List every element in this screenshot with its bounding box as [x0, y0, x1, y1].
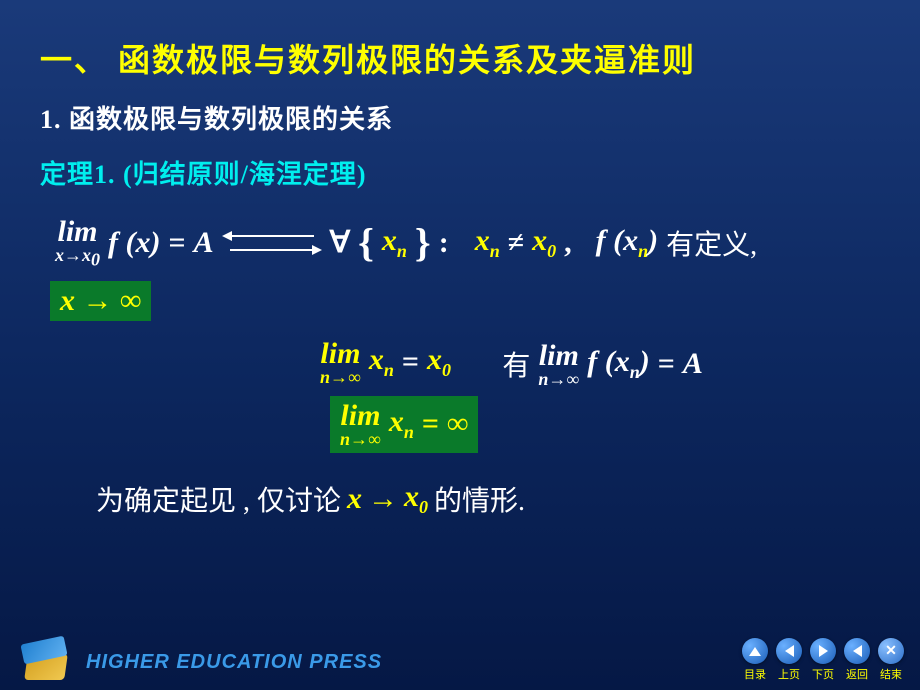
subsection-title: 1. 函数极限与数列极限的关系	[40, 99, 880, 136]
footer: HIGHER EDUCATION PRESS 目录 上页 下页 返回 ✕ 结束	[0, 634, 920, 690]
nav-toc-button[interactable]: 目录	[742, 638, 768, 682]
nav-buttons: 目录 上页 下页 返回 ✕ 结束	[742, 638, 904, 682]
A2: A	[683, 347, 703, 381]
x0-3: x0	[404, 480, 428, 518]
you-text: 有	[502, 344, 530, 384]
xn: xn	[382, 224, 407, 262]
x0-2: x0	[427, 343, 451, 381]
xn4: xn	[389, 405, 414, 443]
limit-operator-2: lim n→∞	[320, 337, 361, 388]
xn3: xn	[369, 343, 394, 381]
section-title: 一、 函数极限与数列极限的关系及夹逼准则	[40, 35, 880, 81]
formula-row-2: x → ∞	[40, 279, 880, 321]
publisher-name: HIGHER EDUCATION PRESS	[86, 651, 382, 674]
lim-subscript: n→∞	[320, 367, 361, 388]
highlight-box-2: lim n→∞ xn = ∞	[330, 396, 478, 453]
lim-text: lim	[320, 337, 360, 371]
nav-next-button[interactable]: 下页	[810, 638, 836, 682]
fxn2: f (xn)	[587, 345, 650, 383]
infinity: ∞	[447, 407, 468, 441]
defined-text: 有定义,	[666, 223, 757, 263]
lim-subscript: n→∞	[340, 429, 381, 450]
formula-row-1: lim x→x0 f (x) = A ∀ { xn } : xn ≠ x0 , …	[55, 215, 880, 271]
equals: =	[402, 345, 419, 379]
limit-operator: lim x→x0	[55, 215, 100, 271]
x0: x0	[532, 224, 556, 262]
nav-label: 返回	[846, 666, 868, 682]
nav-prev-button[interactable]: 上页	[776, 638, 802, 682]
colon: :	[439, 226, 449, 260]
nav-end-button[interactable]: ✕ 结束	[878, 638, 904, 682]
iff-arrow-icon	[222, 231, 322, 255]
limit-operator-3: lim n→∞	[340, 399, 381, 450]
limit-operator-4: lim n→∞	[538, 339, 579, 390]
close-icon: ✕	[878, 638, 904, 664]
note-pre: 为确定起见 , 仅讨论	[96, 479, 341, 519]
lim-text: lim	[340, 399, 380, 433]
lim-subscript: n→∞	[538, 369, 579, 390]
equals: =	[658, 347, 675, 381]
fxn: f (xn)	[596, 224, 659, 262]
publisher-logo-icon	[18, 638, 78, 686]
xn2: xn	[475, 224, 500, 262]
brace-left: {	[358, 219, 374, 266]
nav-label: 上页	[778, 666, 800, 682]
not-equal: ≠	[508, 226, 524, 260]
comma: ,	[564, 226, 572, 260]
brace-right: }	[415, 219, 431, 266]
back-icon	[844, 638, 870, 664]
nav-label: 下页	[812, 666, 834, 682]
x-to-inf: x → ∞	[60, 284, 141, 317]
arrow: →	[368, 482, 398, 516]
nav-label: 目录	[744, 666, 766, 682]
equals: =	[168, 226, 185, 260]
prev-icon	[776, 638, 802, 664]
next-icon	[810, 638, 836, 664]
lim-text: lim	[539, 339, 579, 373]
nav-back-button[interactable]: 返回	[844, 638, 870, 682]
formula-row-3: lim n→∞ xn = x0 lim n→∞ xn = ∞ 有 lim n→∞…	[320, 337, 880, 453]
toc-icon	[742, 638, 768, 664]
A: A	[194, 226, 214, 260]
fx: f (x)	[108, 226, 160, 260]
highlight-box-1: x → ∞	[50, 281, 151, 321]
formula-row-4: 为确定起见 , 仅讨论 x → x0 的情形.	[96, 479, 880, 519]
nav-label: 结束	[880, 666, 902, 682]
note-post: 的情形.	[434, 479, 525, 519]
lim-text: lim	[57, 215, 97, 249]
forall: ∀	[330, 225, 351, 260]
equals: =	[422, 407, 439, 441]
theorem-label: 定理1. (归结原则/海涅定理)	[40, 154, 880, 191]
x: x	[347, 482, 362, 516]
lim-subscript: x→x0	[55, 245, 100, 271]
